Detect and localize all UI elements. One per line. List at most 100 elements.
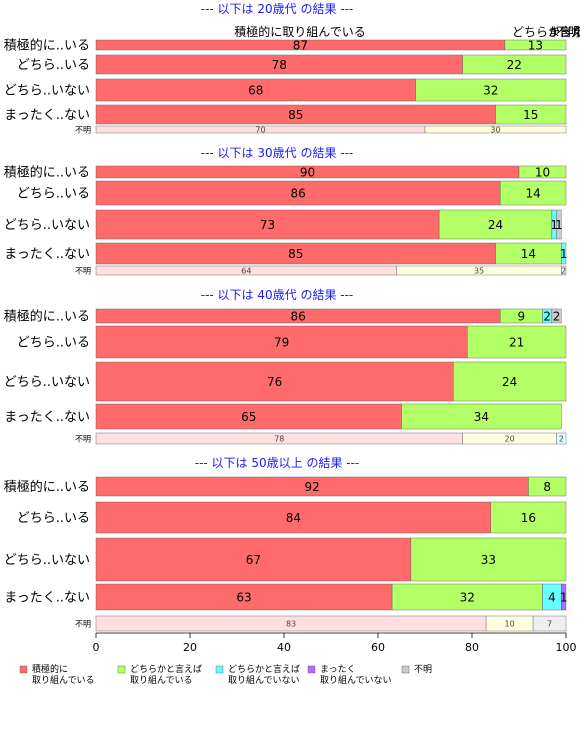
data-label: 32 [483, 84, 498, 98]
data-label: 67 [246, 553, 261, 567]
bar-segment [500, 180, 567, 206]
data-label: 15 [523, 108, 538, 122]
bar-segment [95, 361, 454, 402]
data-label: 4 [548, 591, 556, 605]
data-label: 64 [241, 267, 251, 276]
data-label: 1 [550, 218, 558, 232]
top-label-fourth: まった [548, 25, 580, 39]
legend-label: 取り組んでいない [228, 674, 300, 686]
data-label: 86 [290, 187, 305, 201]
data-label: 78 [274, 435, 284, 444]
bar-segment [424, 125, 567, 134]
legend-swatch [19, 665, 28, 674]
data-label: 65 [241, 410, 256, 424]
bar-segment [95, 209, 440, 240]
data-label: 87 [293, 39, 308, 53]
legend-swatch [117, 665, 126, 674]
data-label: 10 [505, 620, 515, 629]
bar-segment [561, 265, 567, 276]
category-label: 積極的に..いる [4, 309, 90, 325]
category-label: まったく..ない [4, 410, 90, 425]
bar-segment [528, 476, 567, 497]
category-label: どちら..いない [4, 218, 90, 233]
category-label: 積極的に..いる [4, 479, 90, 495]
data-label: 63 [236, 591, 251, 605]
panel-title: --- 以下は 20歳代 の結果 --- [201, 2, 354, 16]
legend-label: 取り組んでいる [32, 674, 95, 686]
data-label: 90 [300, 166, 315, 180]
data-label: 14 [525, 187, 540, 201]
x-tick-label: 80 [465, 641, 479, 654]
category-label: 不明 [75, 126, 91, 135]
category-label: どちら..いない [4, 375, 90, 390]
x-tick-label: 40 [277, 641, 291, 654]
data-label: 8 [543, 480, 551, 494]
x-tick-label: 20 [183, 641, 197, 654]
bar-segment [561, 583, 567, 611]
panel-title: --- 以下は 30歳代 の結果 --- [201, 146, 354, 160]
data-label: 92 [305, 480, 320, 494]
data-label: 1 [560, 591, 568, 605]
bar-segment [462, 54, 567, 75]
data-label: 14 [521, 247, 536, 261]
data-label: 76 [267, 375, 282, 389]
bar-segment [467, 325, 567, 359]
data-label: 83 [286, 620, 296, 629]
top-label-first: 積極的に取り組んでいる [234, 24, 365, 39]
legend-swatch [215, 665, 224, 674]
data-label: 20 [505, 435, 515, 444]
category-label: どちら..いる [17, 336, 90, 351]
data-label: 33 [481, 553, 496, 567]
category-label: 不明 [75, 435, 91, 444]
legend-label: 不明 [414, 664, 432, 675]
data-label: 10 [535, 166, 550, 180]
bar-segment [95, 501, 491, 534]
data-label: 2 [561, 267, 566, 276]
category-label: まったく..ない [4, 591, 90, 606]
data-label: 70 [255, 126, 265, 135]
data-label: 22 [507, 58, 522, 72]
category-label: まったく..ない [4, 247, 90, 262]
data-label: 85 [288, 247, 303, 261]
legend-swatch [401, 665, 410, 674]
bar-segment [415, 78, 567, 102]
data-label: 24 [488, 218, 503, 232]
x-tick-label: 100 [556, 641, 577, 654]
bar-segment [518, 165, 567, 179]
data-label: 13 [528, 39, 543, 53]
data-label: 2 [543, 310, 551, 324]
panel-title: --- 以下は 50歳以上 の結果 --- [195, 456, 360, 470]
legend-swatch [307, 665, 316, 674]
bar-segment [95, 403, 402, 430]
category-label: 不明 [75, 267, 91, 276]
bar-segment [95, 583, 393, 611]
bar-segment [453, 361, 567, 402]
data-label: 35 [474, 267, 484, 276]
data-label: 78 [272, 58, 287, 72]
category-label: どちら..いる [17, 187, 90, 202]
bar-segment [401, 403, 562, 430]
category-label: どちら..いる [17, 58, 90, 73]
data-label: 1 [555, 218, 563, 232]
data-label: 68 [248, 84, 263, 98]
bar-segment [95, 180, 501, 206]
data-label: 30 [490, 126, 500, 135]
data-label: 32 [460, 591, 475, 605]
data-label: 24 [502, 375, 517, 389]
bar-segment [95, 537, 412, 582]
data-label: 84 [286, 511, 301, 525]
data-label: 1 [560, 247, 568, 261]
panel-title: --- 以下は 40歳代 の結果 --- [201, 288, 354, 302]
category-label: 積極的に..いる [4, 38, 90, 54]
bar-segment [410, 537, 567, 582]
bar-segment [561, 242, 567, 265]
bar-segment [391, 583, 543, 611]
data-label: 7 [547, 620, 552, 629]
category-label: どちら..いる [17, 511, 90, 526]
legend-label: 取り組んでいる [130, 674, 193, 686]
category-label: 不明 [75, 620, 91, 629]
data-label: 34 [474, 410, 489, 424]
legend-label: どちらかと言えば [130, 663, 202, 675]
data-label: 16 [521, 511, 536, 525]
